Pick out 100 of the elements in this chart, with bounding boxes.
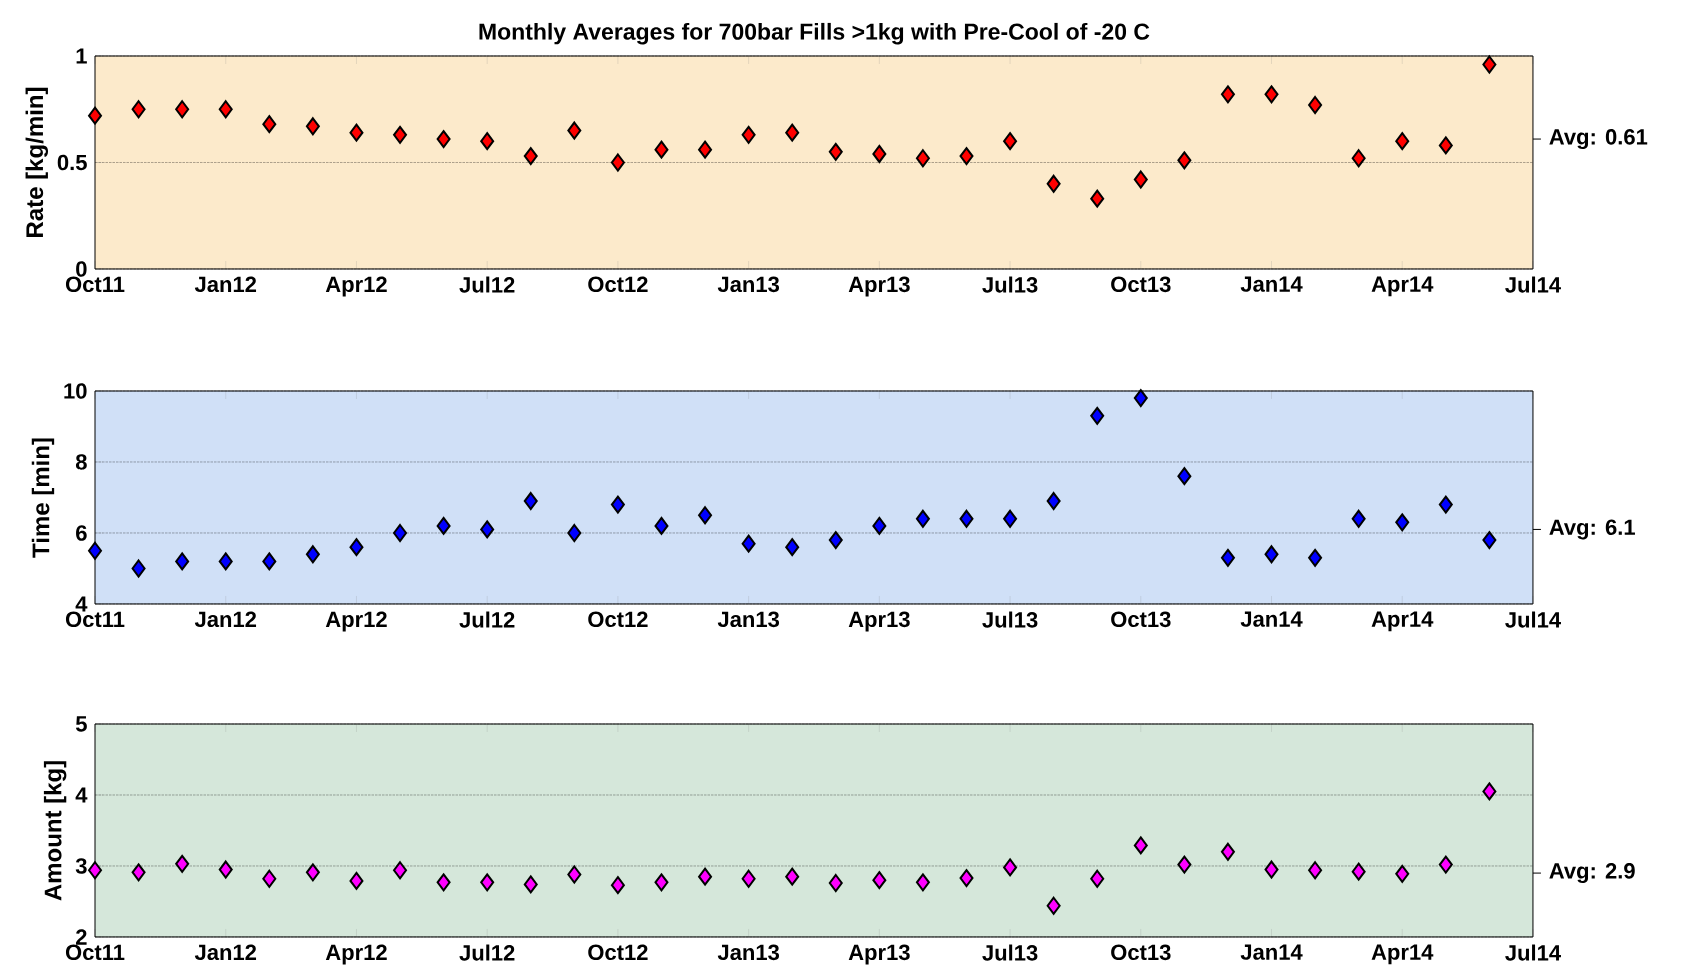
x-tick-label: Apr13	[848, 611, 910, 632]
point	[698, 506, 713, 525]
point	[131, 863, 146, 882]
y-tick-label: 1	[76, 48, 87, 64]
point	[785, 123, 800, 142]
y-axis-title: Amount [kg]	[43, 761, 67, 901]
x-tick-label: Jul13	[982, 611, 1038, 628]
point	[349, 871, 364, 890]
y-tick-label: 0	[76, 261, 87, 277]
y-tick-label: 0.5	[57, 154, 87, 171]
point	[828, 874, 843, 893]
point	[436, 516, 451, 535]
point	[959, 509, 974, 528]
point	[393, 125, 408, 144]
x-tick-label: Oct13	[1111, 276, 1171, 293]
point	[872, 871, 887, 890]
point	[480, 520, 495, 539]
x-tick-label: Jan12	[194, 611, 257, 628]
point	[610, 495, 625, 514]
point	[785, 867, 800, 886]
x-tick-label: Oct13	[1111, 944, 1171, 961]
point	[698, 140, 713, 159]
x-tick-label: Apr12	[325, 611, 387, 632]
point	[1090, 189, 1105, 208]
point	[1264, 85, 1279, 104]
point	[349, 538, 364, 557]
point	[1264, 545, 1279, 564]
chart-title: Monthly Averages for 700bar Fills >1kg with Pre-Cool of -20 C	[479, 22, 1150, 45]
point	[1177, 855, 1192, 874]
point	[1395, 513, 1410, 532]
y-tick-label: 8	[75, 454, 87, 470]
point	[1351, 149, 1366, 168]
point	[654, 873, 669, 892]
x-tick-label: Oct12	[588, 276, 648, 293]
x-tick-label: Jan13	[717, 611, 780, 628]
point	[872, 516, 887, 535]
point	[1482, 55, 1497, 74]
point	[1308, 861, 1323, 880]
point	[1003, 858, 1018, 877]
x-tick-label: Oct12	[588, 611, 648, 628]
point	[828, 142, 843, 161]
point	[1133, 836, 1148, 855]
point	[218, 860, 233, 879]
point	[305, 117, 320, 136]
point	[175, 100, 190, 119]
point	[741, 534, 756, 553]
x-tick-label: Jul12	[459, 944, 515, 961]
x-tick-label: Apr12	[325, 944, 387, 965]
point	[1482, 531, 1497, 550]
point	[698, 867, 713, 886]
point	[654, 140, 669, 159]
point	[523, 875, 538, 894]
x-tick-label: Oct12	[588, 944, 648, 961]
point	[610, 153, 625, 172]
point	[523, 147, 538, 166]
point	[131, 559, 146, 578]
y-tick-label: 4	[75, 596, 88, 612]
point	[654, 516, 669, 535]
point	[131, 100, 146, 119]
point	[915, 509, 930, 528]
point	[1090, 869, 1105, 888]
point	[262, 869, 277, 888]
x-tick-label: Oct11	[65, 611, 125, 628]
point	[1308, 548, 1323, 567]
point	[393, 861, 408, 880]
point	[610, 876, 625, 895]
point	[872, 144, 887, 163]
x-tick-label: Jul14	[1505, 276, 1561, 293]
x-tick-label: Apr13	[848, 944, 910, 965]
point	[959, 869, 974, 888]
point	[1133, 389, 1148, 408]
x-tick-label: Jan12	[194, 276, 257, 293]
text: Avg: 2.9	[1549, 863, 1635, 884]
point	[175, 854, 190, 873]
point	[1351, 509, 1366, 528]
point	[349, 123, 364, 142]
x-tick-label: Jan13	[717, 276, 780, 293]
point	[1438, 855, 1453, 874]
point	[1395, 132, 1410, 151]
x-tick-label: Jan14	[1240, 944, 1303, 960]
point	[1003, 509, 1018, 528]
point	[480, 132, 495, 151]
point	[436, 873, 451, 892]
point	[915, 873, 930, 892]
point	[523, 492, 538, 511]
point	[785, 538, 800, 557]
point	[1220, 548, 1235, 567]
point	[262, 115, 277, 134]
x-tick-label: Jan14	[1240, 611, 1303, 627]
y-tick-label: 2	[76, 929, 87, 945]
y-tick-label: 5	[75, 716, 87, 732]
point	[567, 523, 582, 542]
point	[393, 523, 408, 542]
point	[218, 100, 233, 119]
point	[1438, 136, 1453, 155]
x-tick-label: Apr14	[1371, 611, 1434, 632]
x-tick-label: Oct11	[65, 276, 125, 293]
x-tick-label: Apr14	[1371, 944, 1434, 965]
point	[436, 130, 451, 149]
x-tick-label: Oct13	[1111, 611, 1171, 628]
